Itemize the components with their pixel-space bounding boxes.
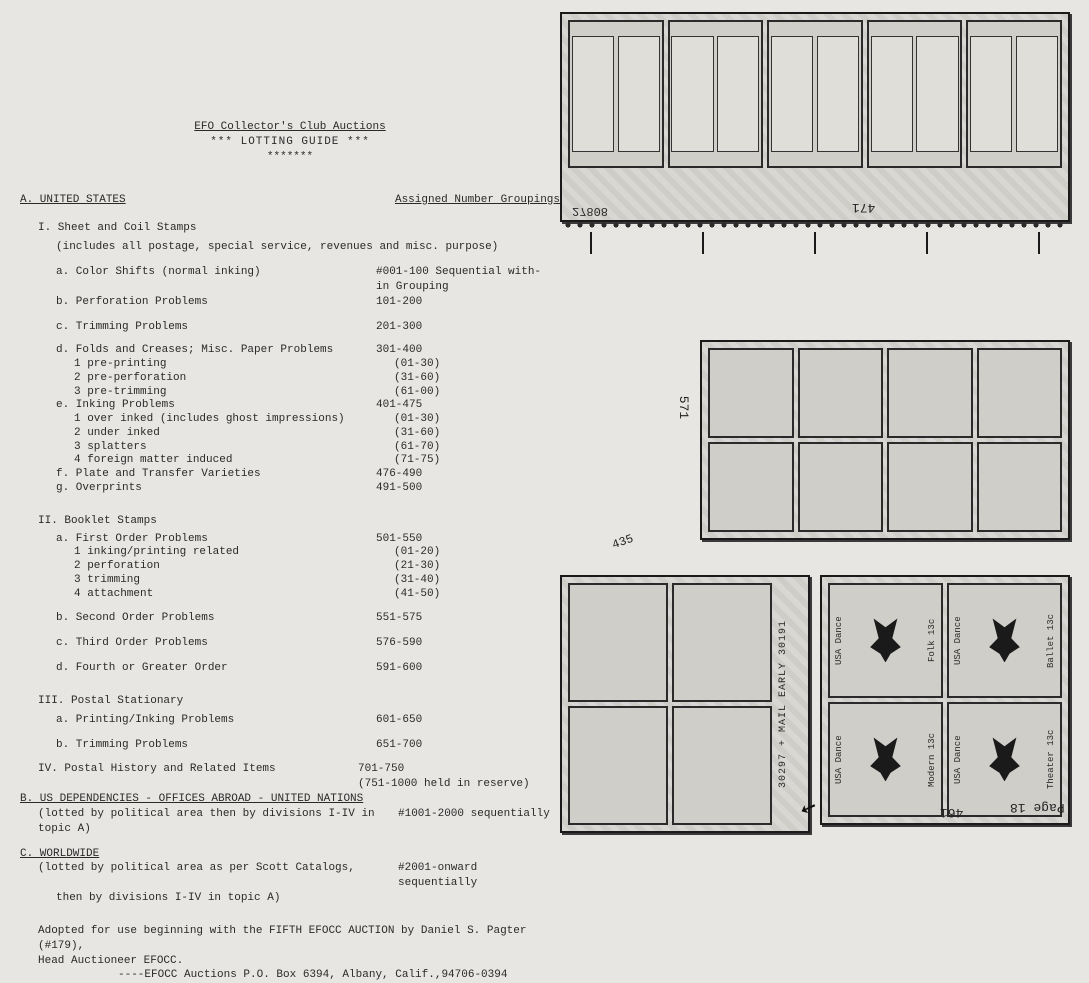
I-c-label: c. Trimming Problems bbox=[56, 320, 376, 335]
stamp-block-bottom-left: 30297 + MAIL EARLY 30191 bbox=[560, 575, 810, 833]
stamp-cell bbox=[672, 583, 772, 702]
title-stars: ******* bbox=[20, 150, 560, 165]
section-II-head: II. Booklet Stamps bbox=[20, 514, 560, 529]
I-f-num: 476-490 bbox=[376, 468, 560, 482]
I-a-num-cont: in Grouping bbox=[376, 280, 560, 295]
stamp-cell-dance: USA Dance Ballet 13c bbox=[947, 583, 1062, 698]
header-right: Assigned Number Groupings bbox=[395, 193, 560, 208]
stamp-cell bbox=[966, 20, 1062, 168]
dancer-icon bbox=[869, 619, 903, 663]
document-body: EFO Collector's Club Auctions *** LOTTIN… bbox=[20, 120, 560, 983]
perf-marks bbox=[570, 232, 1060, 258]
I-a-num: #001-100 Sequential with- bbox=[376, 265, 560, 280]
page-number: Page 18 bbox=[1010, 800, 1065, 815]
dancer-icon bbox=[988, 738, 1022, 782]
section-I-sub: (includes all postage, special service, … bbox=[20, 240, 560, 255]
handwriting-435: 435 bbox=[610, 532, 635, 553]
section-C-head: C. WORLDWIDE bbox=[20, 847, 560, 862]
I-e-label: e. Inking Problems bbox=[56, 399, 376, 413]
dancer-icon bbox=[988, 619, 1022, 663]
stamp-cell bbox=[887, 348, 973, 438]
stamp-cell bbox=[798, 442, 884, 532]
I-c-num: 201-300 bbox=[376, 320, 560, 335]
stamp-cell bbox=[977, 348, 1063, 438]
stamp-cell bbox=[668, 20, 764, 168]
I-d-label: d. Folds and Creases; Misc. Paper Proble… bbox=[56, 344, 376, 358]
stamp-cell bbox=[867, 20, 963, 168]
stamp-cell-dance: USA Dance Folk 13c bbox=[828, 583, 943, 698]
stamp-cell bbox=[767, 20, 863, 168]
stamp-cell-dance: USA Dance Modern 13c bbox=[828, 702, 943, 817]
title-line-1: EFO Collector's Club Auctions bbox=[20, 120, 560, 135]
section-III-head: III. Postal Stationary bbox=[20, 694, 560, 709]
stamp-cell bbox=[798, 348, 884, 438]
section-IV-head: IV. Postal History and Related Items bbox=[38, 762, 358, 777]
stamp-cell bbox=[708, 348, 794, 438]
stamp-block-bottom-right: USA Dance Folk 13c USA Dance Ballet 13c … bbox=[820, 575, 1070, 825]
I-g-label: g. Overprints bbox=[56, 482, 376, 496]
stamp-cell bbox=[568, 583, 668, 702]
stamp-block-top: 27808 bbox=[560, 12, 1070, 222]
stamp-block-mid bbox=[700, 340, 1070, 540]
I-f-label: f. Plate and Transfer Varieties bbox=[56, 468, 376, 482]
column-headers: A. UNITED STATES Assigned Number Groupin… bbox=[20, 193, 560, 208]
title-line-2: *** LOTTING GUIDE *** bbox=[20, 135, 560, 150]
stamp-cell bbox=[977, 442, 1063, 532]
title-block: EFO Collector's Club Auctions *** LOTTIN… bbox=[20, 120, 560, 165]
plate-number: 27808 bbox=[572, 204, 608, 218]
handwriting-461: 461 bbox=[940, 805, 963, 820]
stamp-cell bbox=[568, 706, 668, 825]
I-b-num: 101-200 bbox=[376, 295, 560, 310]
stamp-cell bbox=[568, 20, 664, 168]
stamp-cell bbox=[887, 442, 973, 532]
handwriting-571: 571 bbox=[676, 396, 691, 419]
I-b-label: b. Perforation Problems bbox=[56, 295, 376, 310]
stamp-cell bbox=[672, 706, 772, 825]
section-B-head: B. US DEPENDENCIES - OFFICES ABROAD - UN… bbox=[20, 792, 380, 807]
footer-block: Adopted for use beginning with the FIFTH… bbox=[20, 924, 560, 983]
dancer-icon bbox=[869, 738, 903, 782]
section-I-head: I. Sheet and Coil Stamps bbox=[20, 221, 560, 236]
selvage-text: 30297 + MAIL EARLY 30191 bbox=[778, 583, 806, 825]
header-left: A. UNITED STATES bbox=[20, 193, 126, 208]
I-a-label: a. Color Shifts (normal inking) bbox=[56, 265, 376, 280]
I-d-num: 301-400 bbox=[376, 344, 560, 358]
I-e-num: 401-475 bbox=[376, 399, 560, 413]
handwriting-471: 471 bbox=[852, 200, 875, 215]
stamp-cell bbox=[708, 442, 794, 532]
I-g-num: 491-500 bbox=[376, 482, 560, 496]
